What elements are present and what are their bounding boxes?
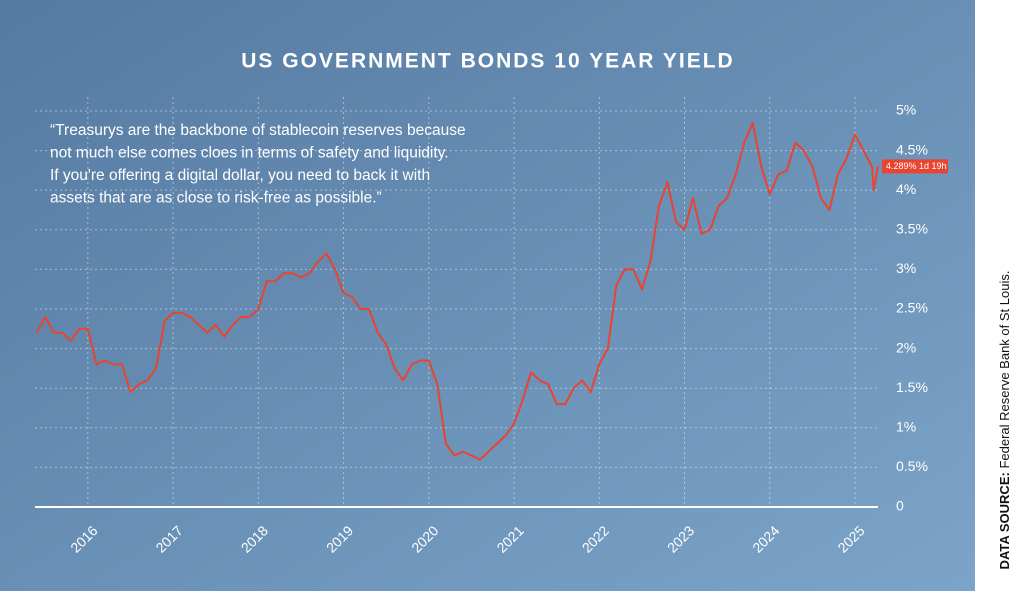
y-tick-label: 2.5% (896, 300, 928, 316)
line-series (35, 121, 879, 461)
annotation: not much else comes cloes in terms of sa… (50, 145, 449, 162)
annotation: If you're offering a digital dollar, you… (50, 167, 430, 184)
chart-title: US GOVERNMENT BONDS 10 YEAR YIELD (241, 50, 734, 73)
y-tick-label: 3% (896, 260, 916, 276)
y-tick-label: 0 (896, 498, 904, 514)
y-tick-label: 2% (896, 339, 916, 355)
y-tick-label: 5% (896, 102, 916, 118)
side-panel (975, 0, 1023, 591)
source-text: Federal Reserve Bank of St Louis. (997, 271, 1012, 469)
last-value-label: 4.289% 1d 19h (886, 161, 947, 171)
source: DATA SOURCE: Federal Reserve Bank of St … (997, 271, 1012, 570)
annotation: “Treasurys are the backbone of stablecoi… (50, 122, 466, 139)
y-tick-label: 0.5% (896, 458, 928, 474)
y-tick-label: 1% (896, 418, 916, 434)
background (0, 0, 975, 591)
y-tick-label: 4% (896, 181, 916, 197)
source-label: DATA SOURCE: (997, 472, 1012, 569)
y-tick-label: 1.5% (896, 379, 928, 395)
last-value-badge (882, 159, 948, 174)
y-tick-label: 3.5% (896, 220, 928, 236)
annotation: assets that are as close to risk-free as… (50, 190, 382, 207)
y-tick-label: 4.5% (896, 141, 928, 157)
